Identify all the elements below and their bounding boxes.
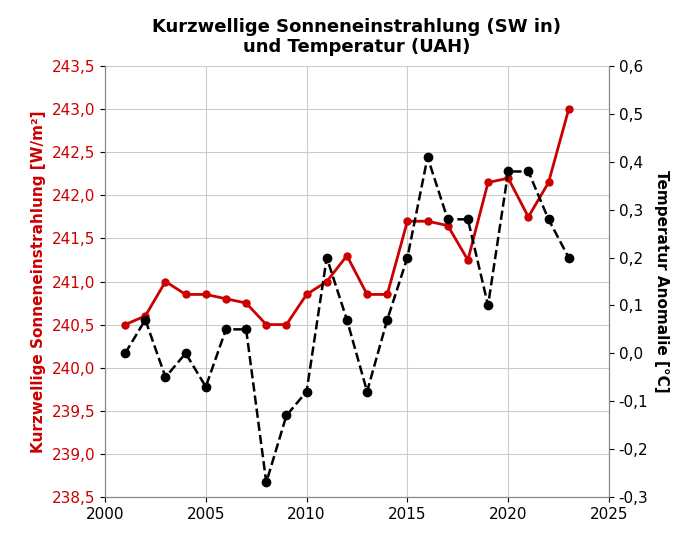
Title: Kurzwellige Sonneneinstrahlung (SW in)
und Temperatur (UAH): Kurzwellige Sonneneinstrahlung (SW in) u… — [153, 18, 561, 56]
Y-axis label: Temperatur Anomalie [°C]: Temperatur Anomalie [°C] — [654, 170, 669, 393]
Y-axis label: Kurzwellige Sonneneinstrahlung [W/m²]: Kurzwellige Sonneneinstrahlung [W/m²] — [31, 110, 46, 453]
